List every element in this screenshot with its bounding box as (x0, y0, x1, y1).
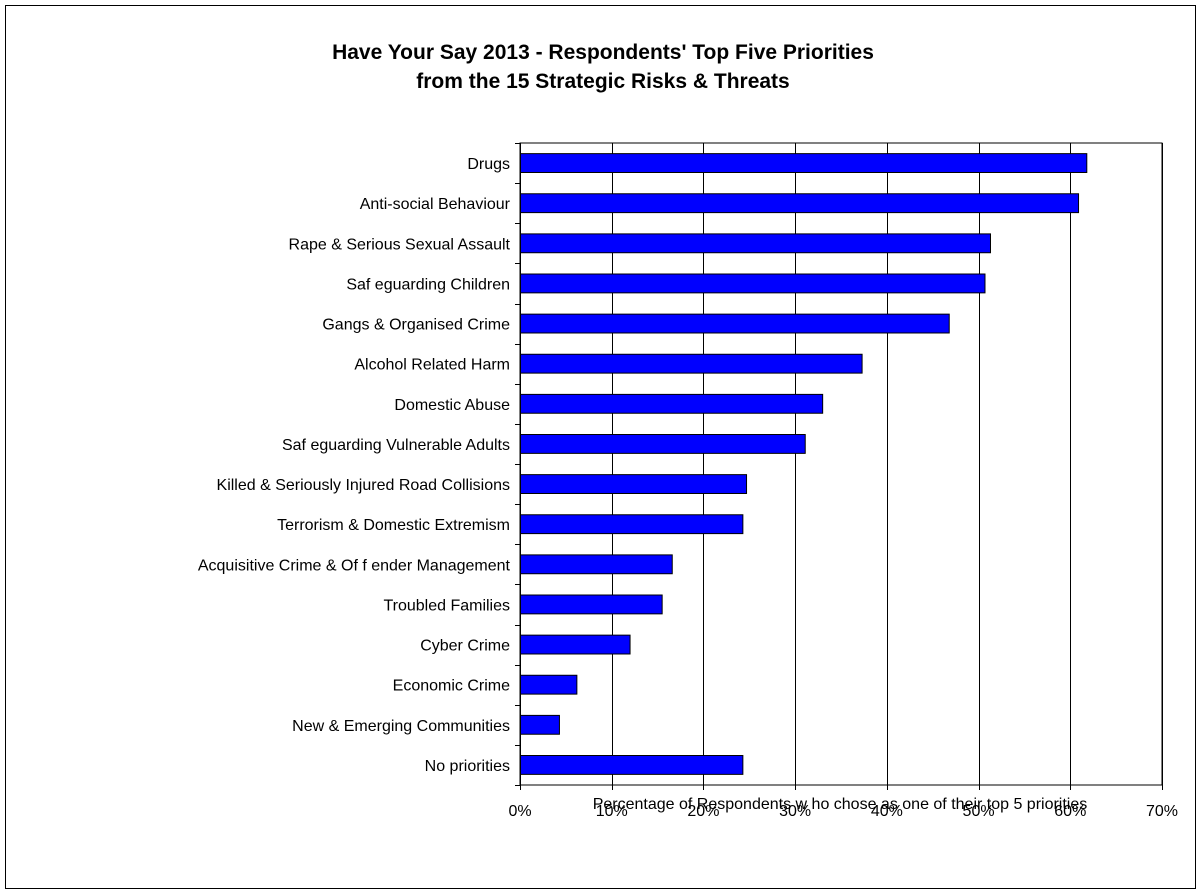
category-label-12: Cyber Crime (420, 638, 510, 655)
bar-3 (519, 273, 986, 294)
x-tick-labels: 0% 10% 20% 30% 40% 50% 60% 70% (508, 803, 1178, 820)
chart-title-line-1: Have Your Say 2013 - Respondents' Top Fi… (332, 41, 874, 64)
bars (519, 153, 1088, 775)
category-label-11: Troubled Families (383, 597, 510, 614)
x-tick-label-30: 30% (779, 803, 811, 820)
bar-4 (519, 313, 950, 334)
category-label-13: Economic Crime (393, 678, 510, 695)
bar-5 (519, 353, 863, 374)
bar-2 (519, 233, 991, 254)
category-labels: Drugs Anti-social Behaviour Rape & Serious… (198, 156, 511, 775)
bar-12 (519, 634, 631, 655)
category-label-9: Terrorism & Domestic Extremism (277, 517, 510, 534)
bar-15 (519, 755, 744, 775)
bar-6 (519, 393, 824, 414)
bar-9 (519, 514, 744, 535)
category-label-7: Saf eguarding Vulnerable Adults (282, 437, 510, 454)
x-tick-label-60: 60% (1054, 803, 1086, 820)
x-tick-label-70: 70% (1146, 803, 1178, 820)
category-label-10: Acquisitive Crime & Of f ender Managemen… (198, 557, 511, 574)
category-label-1: Anti-social Behaviour (360, 196, 511, 213)
category-label-3: Saf eguarding Children (346, 276, 510, 293)
x-tick-label-20: 20% (687, 803, 719, 820)
bar-11 (519, 594, 663, 615)
chart-title-line-2: from the 15 Strategic Risks & Threats (416, 70, 789, 93)
category-label-14: New & Emerging Communities (292, 718, 510, 735)
bar-0 (519, 153, 1088, 173)
x-tick-label-0: 0% (508, 803, 531, 820)
bar-10 (519, 554, 673, 575)
bar-13 (519, 674, 578, 695)
x-tick-label-50: 50% (963, 803, 995, 820)
category-label-5: Alcohol Related Harm (354, 357, 510, 374)
category-label-6: Domestic Abuse (394, 397, 510, 414)
category-label-15: No priorities (425, 758, 510, 775)
category-label-2: Rape & Serious Sexual Assault (289, 236, 511, 253)
chart-frame: Have Your Say 2013 - Respondents' Top Fi… (5, 5, 1196, 889)
category-label-0: Drugs (467, 156, 510, 173)
category-label-8: Killed & Seriously Injured Road Collisio… (217, 477, 510, 494)
x-tick-label-40: 40% (871, 803, 903, 820)
axes (515, 143, 1163, 790)
bar-14 (519, 714, 560, 735)
bar-7 (519, 434, 806, 454)
bar-8 (519, 474, 748, 494)
x-tick-label-10: 10% (596, 803, 628, 820)
bar-chart: Have Your Say 2013 - Respondents' Top Fi… (198, 41, 1178, 820)
x-axis-label: Percentage of Respondents w ho chose as … (593, 796, 1088, 813)
category-label-4: Gangs & Organised Crime (322, 317, 510, 334)
bar-1 (519, 193, 1080, 214)
